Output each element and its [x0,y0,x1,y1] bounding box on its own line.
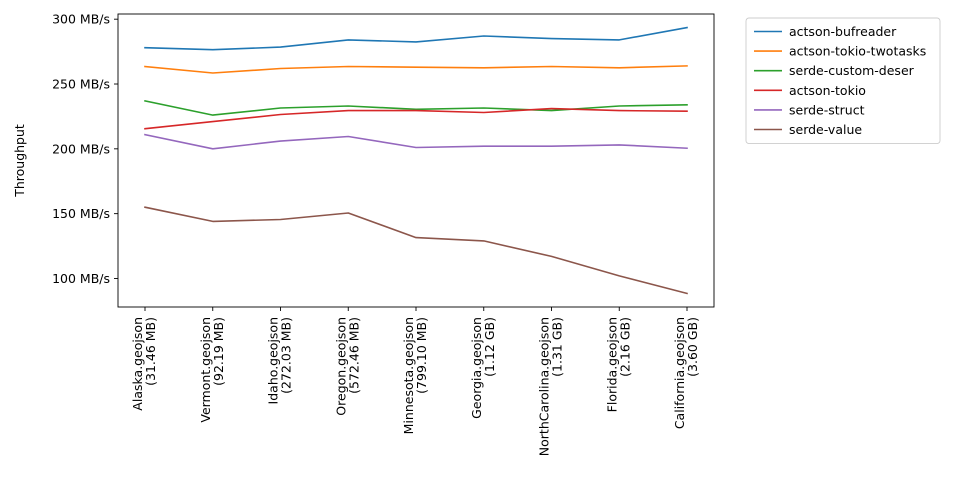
series-line-actson-tokio-twotasks [144,65,688,74]
y-tick-label: 200 MB/s [52,141,110,156]
x-tick-label: Florida.geojson(2.16 GB) [604,317,632,412]
x-tick-label-size: (31.46 MB) [143,317,158,386]
x-tick-label-name: NorthCarolina.geojson [537,317,552,456]
series-line-serde-value [144,206,688,295]
x-tick-label-size: (2.16 GB) [617,317,632,377]
x-tick-label-name: Minnesota.geojson [401,317,416,434]
x-tick-label-size: (3.60 GB) [685,317,700,377]
x-tick-label-size: (92.19 MB) [211,317,226,386]
series-line-actson-tokio [144,107,688,130]
x-tick-label: Idaho.geojson(272.03 MB) [266,317,294,404]
x-tick-label: Vermont.geojson(92.19 MB) [198,317,226,423]
y-tick-label: 150 MB/s [52,206,110,221]
plot-area-frame [117,13,715,308]
x-tick-label-name: Oregon.geojson [333,317,348,416]
x-tick-label-name: Vermont.geojson [198,317,213,423]
x-tick-label: Alaska.geojson(31.46 MB) [130,317,158,411]
x-tick-label-size: (1.12 GB) [482,317,497,377]
x-tick-label: California.geojson(3.60 GB) [672,317,700,429]
x-tick-label: Georgia.geojson(1.12 GB) [469,317,497,419]
series-line-serde-custom-deser [144,99,688,116]
legend: actson-bufreader actson-tokio-twotasks ser… [745,17,941,145]
y-axis-title: Throughput [12,124,27,198]
legend-box [745,17,941,145]
x-tick-label-name: California.geojson [672,317,687,429]
legend-label: actson-bufreader [789,24,897,39]
legend-label: actson-tokio-twotasks [789,44,926,59]
series-line-serde-struct [144,133,688,150]
y-tick-label: 300 MB/s [52,12,110,27]
x-tick-label-name: Idaho.geojson [266,317,281,404]
y-tick-label: 250 MB/s [52,77,110,92]
x-tick-label: Oregon.geojson(572.46 MB) [333,317,361,416]
x-tick-label-name: Florida.geojson [604,317,619,412]
x-axis: Alaska.geojson(31.46 MB) Vermont.geojson(… [130,307,700,456]
plot-series-layer [144,26,688,295]
legend-label: serde-struct [789,102,865,117]
x-tick-label-size: (272.03 MB) [279,317,294,394]
y-tick-label: 100 MB/s [52,271,110,286]
x-tick-label-size: (1.31 GB) [550,317,565,377]
x-tick-label-size: (572.46 MB) [346,317,361,394]
x-tick-label: NorthCarolina.geojson(1.31 GB) [537,317,565,456]
x-tick-label-size: (799.10 MB) [414,317,429,394]
legend-label: serde-value [789,122,862,137]
x-tick-label: Minnesota.geojson(799.10 MB) [401,317,429,434]
legend-label: serde-custom-deser [789,63,915,78]
legend-label: actson-tokio [789,83,866,98]
y-axis: 100 MB/s 150 MB/s 200 MB/s 250 MB/s 300 MB/s [52,12,118,286]
series-line-actson-bufreader [144,26,688,51]
x-tick-label-name: Georgia.geojson [469,317,484,419]
x-tick-label-name: Alaska.geojson [130,317,145,411]
